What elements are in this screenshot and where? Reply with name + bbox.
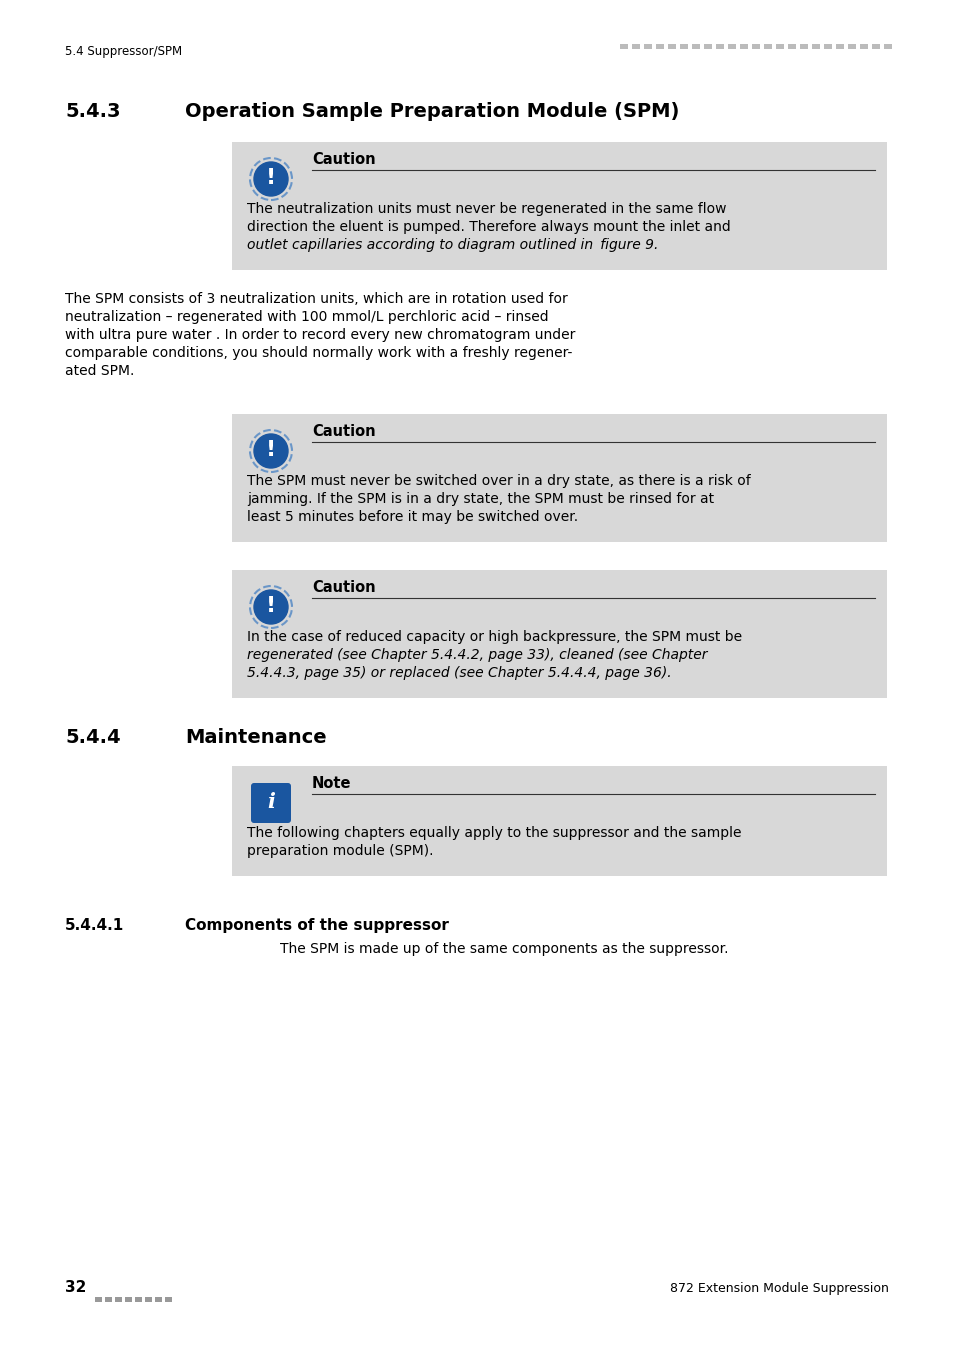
Bar	[800, 45, 807, 49]
Text: The following chapters equally apply to the suppressor and the sample: The following chapters equally apply to …	[247, 826, 740, 840]
Text: outlet capillaries according to diagram outlined in  figure 9.: outlet capillaries according to diagram …	[247, 238, 658, 252]
Bar	[656, 45, 663, 49]
Bar	[145, 1297, 152, 1301]
Text: with ultra pure water . In order to record every new chromatogram under: with ultra pure water . In order to reco…	[65, 328, 575, 342]
Text: The neutralization units must never be regenerated in the same flow: The neutralization units must never be r…	[247, 202, 726, 216]
Bar	[619, 45, 627, 49]
Text: In the case of reduced capacity or high backpressure, the SPM must be: In the case of reduced capacity or high …	[247, 630, 741, 644]
Text: 5.4 Suppressor/SPM: 5.4 Suppressor/SPM	[65, 45, 182, 58]
Bar	[232, 414, 886, 541]
Bar	[135, 1297, 142, 1301]
Bar	[740, 45, 747, 49]
Text: 5.4.4.3, page 35) or replaced (see Chapter 5.4.4.4, page 36).: 5.4.4.3, page 35) or replaced (see Chapt…	[247, 666, 671, 680]
Text: !: !	[266, 167, 275, 188]
Bar	[631, 45, 639, 49]
Text: The SPM must never be switched over in a dry state, as there is a risk of: The SPM must never be switched over in a…	[247, 474, 750, 487]
Bar	[154, 1297, 162, 1301]
Bar	[751, 45, 760, 49]
Text: least 5 minutes before it may be switched over.: least 5 minutes before it may be switche…	[247, 510, 578, 524]
Bar	[763, 45, 771, 49]
Bar	[232, 570, 886, 698]
Text: jamming. If the SPM is in a dry state, the SPM must be rinsed for at: jamming. If the SPM is in a dry state, t…	[247, 491, 714, 506]
Text: Caution: Caution	[312, 153, 375, 167]
Bar	[823, 45, 831, 49]
Bar	[667, 45, 676, 49]
Bar	[115, 1297, 122, 1301]
Bar	[232, 142, 886, 270]
Text: 5.4.4.1: 5.4.4.1	[65, 918, 124, 933]
Text: ated SPM.: ated SPM.	[65, 364, 134, 378]
Bar	[775, 45, 783, 49]
Text: comparable conditions, you should normally work with a freshly regener-: comparable conditions, you should normal…	[65, 346, 572, 360]
Text: regenerated (see Chapter 5.4.4.2, page 33), cleaned (see Chapter: regenerated (see Chapter 5.4.4.2, page 3…	[247, 648, 707, 662]
Circle shape	[253, 433, 288, 468]
Text: preparation module (SPM).: preparation module (SPM).	[247, 844, 433, 859]
Text: Operation Sample Preparation Module (SPM): Operation Sample Preparation Module (SPM…	[185, 103, 679, 122]
Text: !: !	[266, 440, 275, 460]
Bar	[165, 1297, 172, 1301]
Bar	[105, 1297, 112, 1301]
Bar	[859, 45, 867, 49]
Bar	[125, 1297, 132, 1301]
Bar	[847, 45, 855, 49]
Text: 32: 32	[65, 1280, 87, 1295]
Bar	[691, 45, 700, 49]
Text: Components of the suppressor: Components of the suppressor	[185, 918, 449, 933]
Text: The SPM consists of 3 neutralization units, which are in rotation used for: The SPM consists of 3 neutralization uni…	[65, 292, 567, 306]
Text: Caution: Caution	[312, 424, 375, 439]
Text: 5.4.4: 5.4.4	[65, 728, 120, 747]
FancyBboxPatch shape	[251, 783, 291, 824]
Text: !: !	[266, 595, 275, 616]
Circle shape	[253, 162, 288, 196]
Text: direction the eluent is pumped. Therefore always mount the inlet and: direction the eluent is pumped. Therefor…	[247, 220, 730, 234]
Bar	[232, 765, 886, 876]
Circle shape	[253, 590, 288, 624]
Text: 872 Extension Module Suppression: 872 Extension Module Suppression	[669, 1282, 888, 1295]
Text: i: i	[267, 792, 274, 811]
Text: neutralization – regenerated with 100 mmol/L perchloric acid – rinsed: neutralization – regenerated with 100 mm…	[65, 310, 548, 324]
Bar	[871, 45, 879, 49]
Text: Maintenance: Maintenance	[185, 728, 326, 747]
Bar	[883, 45, 891, 49]
Bar	[811, 45, 820, 49]
Bar	[727, 45, 735, 49]
Text: Note: Note	[312, 776, 351, 791]
Text: The SPM is made up of the same components as the suppressor.: The SPM is made up of the same component…	[280, 942, 728, 956]
Bar	[703, 45, 711, 49]
Text: 5.4.3: 5.4.3	[65, 103, 120, 122]
Bar	[679, 45, 687, 49]
Bar	[787, 45, 795, 49]
Bar	[716, 45, 723, 49]
Bar	[95, 1297, 102, 1301]
Bar	[643, 45, 651, 49]
Text: Caution: Caution	[312, 580, 375, 595]
Bar	[835, 45, 843, 49]
